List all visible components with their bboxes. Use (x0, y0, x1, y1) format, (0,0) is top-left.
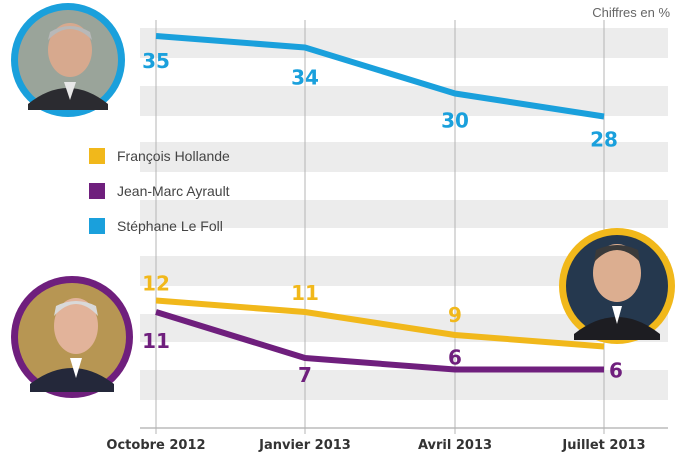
legend-label-le-foll: Stéphane Le Foll (117, 218, 223, 234)
units-note: Chiffres en % (592, 5, 670, 20)
series-line-francois-hollande (155, 297, 605, 350)
data-label-francois-hollande-1: 11 (291, 281, 319, 305)
series-line-jean-marc-ayrault (155, 309, 604, 373)
data-label-stephane-le-foll-2: 30 (441, 109, 469, 133)
legend-label-hollande: François Hollande (117, 148, 230, 164)
x-tick-label-3: Juillet 2013 (561, 438, 645, 453)
legend: François Hollande Jean-Marc Ayrault Stép… (85, 142, 230, 240)
data-label-francois-hollande-2: 9 (448, 303, 462, 327)
legend-swatch-ayrault (89, 183, 105, 199)
x-tick-marks (155, 20, 605, 434)
portrait-ayrault (11, 276, 133, 398)
data-label-jean-marc-ayrault-2: 6 (448, 346, 462, 370)
data-label-stephane-le-foll-3: 28 (590, 128, 618, 152)
x-tick-label-0: Octobre 2012 (106, 438, 205, 453)
data-label-francois-hollande-0: 12 (142, 272, 170, 296)
data-label-jean-marc-ayrault-0: 11 (142, 329, 170, 353)
legend-label-ayrault: Jean-Marc Ayrault (117, 183, 230, 199)
x-tick-label-1: Janvier 2013 (258, 438, 351, 453)
x-tick-label-2: Avril 2013 (418, 438, 492, 453)
portrait-le-foll (11, 3, 125, 117)
data-label-stephane-le-foll-0: 35 (142, 49, 170, 73)
data-label-jean-marc-ayrault-3: 6 (609, 359, 623, 383)
portrait-hollande (559, 228, 675, 344)
data-label-jean-marc-ayrault-1: 7 (298, 363, 312, 387)
data-label-stephane-le-foll-1: 34 (291, 66, 319, 90)
series-line-stephane-le-foll (155, 33, 605, 120)
legend-swatch-hollande (89, 148, 105, 164)
legend-swatch-le-foll (89, 218, 105, 234)
x-tick-labels: Octobre 2012 Janvier 2013 Avril 2013 Juille… (106, 438, 645, 453)
